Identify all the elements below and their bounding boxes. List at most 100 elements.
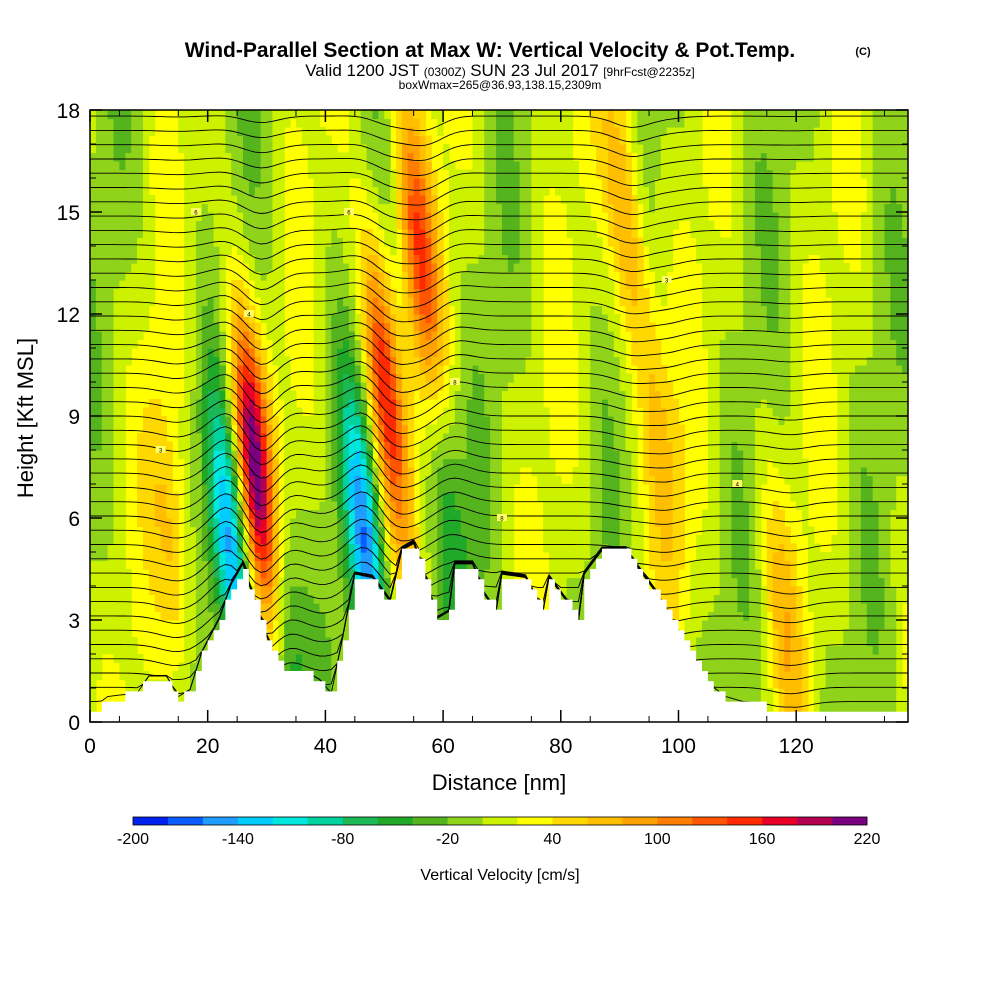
velocity-cell bbox=[560, 161, 568, 171]
velocity-cell bbox=[184, 356, 191, 366]
velocity-cell bbox=[537, 433, 544, 443]
velocity-cell bbox=[284, 484, 291, 494]
velocity-cell bbox=[507, 365, 515, 375]
velocity-cell bbox=[95, 135, 103, 145]
velocity-cell bbox=[366, 509, 374, 519]
velocity-cell bbox=[266, 229, 274, 239]
velocity-cell bbox=[272, 356, 279, 366]
velocity-cell bbox=[213, 569, 221, 579]
velocity-cell bbox=[148, 280, 156, 290]
velocity-cell bbox=[490, 186, 497, 196]
velocity-cell bbox=[590, 110, 597, 120]
velocity-cell bbox=[219, 322, 226, 332]
velocity-cell bbox=[437, 518, 444, 528]
velocity-cell bbox=[125, 169, 132, 179]
velocity-cell bbox=[284, 390, 291, 400]
velocity-cell bbox=[343, 475, 350, 485]
velocity-cell bbox=[537, 441, 544, 451]
velocity-cell bbox=[496, 178, 503, 188]
velocity-cell bbox=[478, 365, 485, 375]
velocity-cell bbox=[319, 543, 326, 553]
velocity-cell bbox=[219, 450, 226, 460]
velocity-cell bbox=[419, 356, 427, 366]
velocity-cell bbox=[190, 637, 197, 647]
velocity-cell bbox=[295, 637, 303, 647]
velocity-cell bbox=[584, 450, 591, 460]
velocity-cell bbox=[142, 424, 150, 434]
velocity-cell bbox=[478, 501, 485, 511]
velocity-cell bbox=[572, 484, 580, 494]
velocity-cell bbox=[207, 271, 215, 281]
velocity-cell bbox=[378, 356, 385, 366]
velocity-cell bbox=[337, 305, 344, 315]
velocity-cell bbox=[484, 135, 491, 145]
velocity-cell bbox=[366, 441, 374, 451]
velocity-cell bbox=[348, 569, 356, 579]
velocity-cell bbox=[419, 161, 427, 171]
velocity-cell bbox=[107, 152, 115, 162]
velocity-cell bbox=[501, 356, 509, 366]
velocity-cell bbox=[348, 373, 356, 383]
velocity-cell bbox=[507, 331, 515, 341]
velocity-cell bbox=[490, 356, 497, 366]
velocity-cell bbox=[454, 552, 462, 562]
velocity-cell bbox=[101, 314, 109, 324]
velocity-cell bbox=[366, 475, 374, 485]
velocity-cell bbox=[295, 492, 303, 502]
velocity-cell bbox=[178, 118, 185, 128]
velocity-cell bbox=[431, 263, 438, 273]
velocity-cell bbox=[507, 552, 515, 562]
velocity-cell bbox=[360, 365, 368, 375]
velocity-cell bbox=[513, 424, 521, 434]
velocity-cell bbox=[207, 577, 215, 587]
velocity-cell bbox=[319, 492, 326, 502]
velocity-cell bbox=[201, 535, 209, 545]
velocity-cell bbox=[95, 373, 103, 383]
velocity-cell bbox=[142, 144, 150, 154]
velocity-cell bbox=[137, 679, 144, 689]
velocity-cell bbox=[390, 373, 397, 383]
velocity-cell bbox=[448, 501, 456, 511]
velocity-cell bbox=[437, 229, 444, 239]
velocity-cell bbox=[325, 467, 332, 477]
velocity-cell bbox=[90, 628, 97, 638]
velocity-cell bbox=[243, 560, 250, 570]
velocity-cell bbox=[443, 288, 450, 298]
velocity-cell bbox=[119, 288, 126, 298]
velocity-cell bbox=[160, 543, 168, 553]
velocity-cell bbox=[95, 458, 103, 468]
velocity-cell bbox=[519, 382, 527, 392]
velocity-cell bbox=[443, 416, 450, 426]
velocity-cell bbox=[484, 407, 491, 417]
velocity-cell bbox=[266, 331, 274, 341]
velocity-cell bbox=[231, 416, 238, 426]
velocity-cell bbox=[195, 229, 203, 239]
velocity-cell bbox=[484, 577, 491, 587]
velocity-cell bbox=[148, 518, 156, 528]
velocity-cell bbox=[307, 637, 315, 647]
velocity-cell bbox=[337, 526, 344, 536]
velocity-cell bbox=[201, 220, 209, 230]
velocity-cell bbox=[190, 348, 197, 358]
velocity-cell bbox=[454, 475, 462, 485]
velocity-cell bbox=[496, 135, 503, 145]
velocity-cell bbox=[266, 450, 274, 460]
velocity-cell bbox=[290, 535, 297, 545]
velocity-cell bbox=[207, 569, 215, 579]
velocity-cell bbox=[472, 118, 479, 128]
velocity-cell bbox=[231, 450, 238, 460]
velocity-cell bbox=[454, 433, 462, 443]
velocity-cell bbox=[325, 339, 332, 349]
velocity-cell bbox=[166, 543, 173, 553]
velocity-cell bbox=[460, 254, 468, 264]
velocity-cell bbox=[466, 535, 474, 545]
velocity-cell bbox=[390, 467, 397, 477]
velocity-cell bbox=[366, 424, 374, 434]
velocity-cell bbox=[325, 237, 332, 247]
velocity-cell bbox=[207, 263, 215, 273]
velocity-cell bbox=[507, 263, 515, 273]
velocity-cell bbox=[113, 144, 121, 154]
velocity-cell bbox=[319, 144, 326, 154]
velocity-cell bbox=[184, 586, 191, 596]
velocity-cell bbox=[337, 382, 344, 392]
